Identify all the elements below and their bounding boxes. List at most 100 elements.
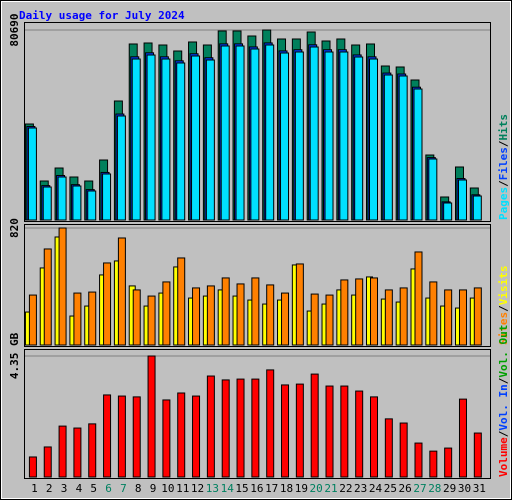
x-tick-label: 15 (235, 482, 248, 495)
legend-separator: / (497, 140, 510, 147)
bar (116, 115, 126, 221)
x-tick-label: 13 (206, 482, 219, 495)
x-tick-label: 20 (310, 482, 323, 495)
legend-entry: Sites (497, 312, 510, 345)
bar (221, 379, 230, 478)
bar (384, 418, 393, 478)
legend-entry: Vol. Out (497, 325, 510, 378)
x-tick-label: 1 (31, 482, 38, 495)
bar (176, 62, 186, 221)
bar (162, 399, 171, 478)
x-tick-label: 12 (191, 482, 204, 495)
x-tick-label: 31 (473, 482, 486, 495)
x-tick-label: 9 (150, 482, 157, 495)
bar (73, 427, 82, 478)
legend-separator: / (497, 377, 510, 384)
bar (251, 277, 260, 346)
bar (147, 295, 156, 346)
x-tick-label: 30 (458, 482, 471, 495)
legend-separator: / (497, 430, 510, 437)
bar (103, 394, 112, 478)
bar (191, 55, 201, 221)
bar (88, 291, 97, 346)
bar (280, 52, 290, 221)
bar (429, 281, 438, 346)
x-tick-label: 29 (443, 482, 456, 495)
bar (28, 456, 37, 478)
x-tick-label: 3 (61, 482, 68, 495)
bar (355, 390, 364, 478)
legend-separator: / (497, 305, 510, 312)
bar (27, 127, 37, 221)
bar (72, 185, 82, 221)
x-tick-label: 18 (280, 482, 293, 495)
x-tick-label: 19 (295, 482, 308, 495)
bar (325, 385, 334, 478)
bar (399, 422, 408, 478)
bar (355, 278, 364, 346)
bar (206, 375, 215, 478)
bar (117, 237, 126, 346)
bar (220, 45, 230, 221)
y-tick-label: 80690 (8, 13, 21, 46)
bar (458, 289, 467, 346)
bar (161, 58, 171, 221)
x-tick-label: 7 (120, 482, 127, 495)
bar (309, 46, 319, 221)
bar (370, 277, 379, 346)
bar (457, 179, 467, 221)
bar (206, 285, 215, 346)
bar (58, 227, 67, 346)
x-tick-label: 21 (324, 482, 337, 495)
bar (413, 88, 423, 221)
bar (281, 384, 290, 478)
bar (428, 158, 438, 221)
y-tick-label: 4.35 GB (8, 332, 21, 379)
x-tick-label: 27 (413, 482, 426, 495)
bar (146, 54, 156, 221)
bar (265, 44, 275, 221)
x-tick-label: 4 (76, 482, 83, 495)
legend-entry: Volume (497, 437, 510, 477)
bar (131, 58, 141, 221)
bar (117, 395, 126, 478)
bar (398, 75, 408, 221)
bar (132, 396, 141, 478)
x-tick-label: 2 (46, 482, 53, 495)
y-tick-label: 820 (8, 218, 21, 238)
bar (324, 51, 334, 221)
bar (472, 195, 482, 221)
legend-entry: Vol. In (497, 384, 510, 430)
bar (399, 287, 408, 346)
legend-entry: Files (497, 147, 510, 180)
bar (310, 373, 319, 478)
bar (383, 74, 393, 221)
bar (414, 442, 423, 478)
bar (177, 392, 186, 478)
legend: Sites/Visits (497, 266, 510, 346)
bar (444, 289, 453, 346)
legend-separator: / (497, 180, 510, 187)
bar (147, 355, 156, 478)
legend-entry: Pages (497, 187, 510, 220)
bar (295, 263, 304, 346)
bar (57, 176, 67, 221)
x-tick-label: 10 (161, 482, 174, 495)
x-tick-label: 8 (135, 482, 142, 495)
bar (58, 425, 67, 478)
bar (236, 378, 245, 478)
bar (354, 56, 364, 221)
bar (177, 257, 186, 346)
bar (205, 59, 215, 221)
x-tick-label: 23 (354, 482, 367, 495)
bar (370, 396, 379, 478)
x-tick-label: 22 (339, 482, 352, 495)
bar (295, 383, 304, 478)
bar (473, 287, 482, 346)
bar (443, 202, 453, 221)
bar (87, 190, 97, 221)
bar (43, 446, 52, 478)
bar (429, 450, 438, 478)
